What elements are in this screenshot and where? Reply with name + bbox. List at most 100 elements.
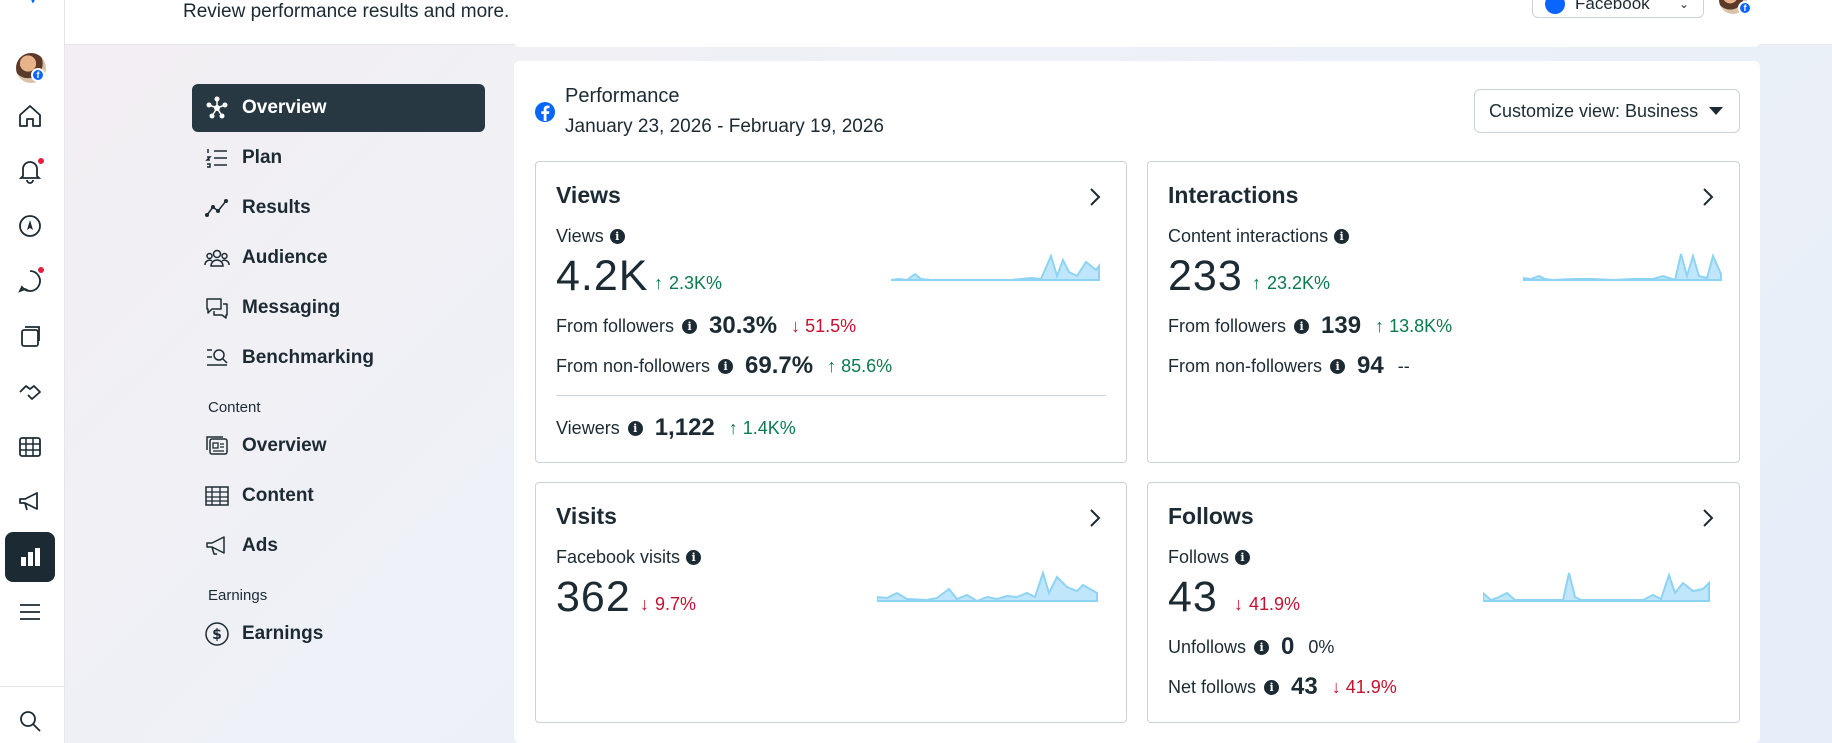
inbox-dot: [37, 266, 45, 274]
caret-down-icon: [1709, 107, 1723, 115]
content-overview-icon: [206, 436, 228, 455]
nav-item-label: Messaging: [242, 297, 341, 318]
customize-view-label: Customize view: Business: [1489, 100, 1699, 121]
chevron-right-icon[interactable]: [1701, 186, 1715, 208]
row-value: 69.7%: [745, 352, 814, 379]
info-icon[interactable]: i: [1294, 318, 1310, 334]
visits-sparkline: [877, 569, 1098, 603]
account-select-dropdown[interactable]: Facebook ⌄: [1532, 0, 1704, 18]
nav-item-messaging[interactable]: Messaging: [192, 284, 485, 332]
info-icon[interactable]: i: [1254, 639, 1270, 655]
row-delta-text: 85.6%: [841, 355, 893, 376]
nav-item-benchmarking[interactable]: Benchmarking: [192, 334, 485, 382]
visits-card[interactable]: Visits Facebook visits i 362 ↓ 9.7%: [535, 482, 1127, 723]
info-icon[interactable]: i: [1334, 229, 1350, 244]
meta-logo-icon[interactable]: [12, 0, 54, 12]
search-icon[interactable]: [14, 705, 46, 737]
nav-item-label: Audience: [242, 247, 328, 268]
info-icon[interactable]: i: [627, 420, 643, 436]
account-select-label: Facebook: [1575, 0, 1650, 13]
arrow-up-icon: ↑: [827, 355, 837, 376]
info-icon[interactable]: i: [1235, 550, 1251, 565]
views-card[interactable]: Views Views i 4.2K ↑ 2.3K% From follower…: [535, 161, 1127, 463]
facebook-icon: [1545, 0, 1565, 14]
nav-item-label: Earnings: [242, 623, 324, 644]
row-label: Net follows: [1168, 676, 1257, 697]
notifications-bell-icon[interactable]: [14, 155, 46, 187]
metric-value: 362: [556, 573, 631, 621]
metric-label: Views i: [556, 226, 625, 247]
info-icon[interactable]: i: [718, 358, 734, 374]
arrow-down-icon: ↓: [1234, 594, 1243, 614]
metric-label-text: Follows: [1168, 547, 1230, 567]
svg-text:$: $: [212, 627, 222, 643]
follows-card[interactable]: Follows Follows i 43 ↓ 41.9% Unfollows i…: [1147, 482, 1740, 723]
card-title: Follows: [1168, 503, 1254, 529]
chevron-right-icon[interactable]: [1088, 507, 1102, 529]
nav-item-audience[interactable]: Audience: [192, 234, 485, 282]
row-value: 30.3%: [709, 312, 778, 339]
nav-item-results[interactable]: Results: [192, 184, 485, 232]
nav-item-earnings[interactable]: $ Earnings: [192, 610, 485, 658]
messaging-icon: [206, 298, 228, 319]
card-title: Interactions: [1168, 182, 1299, 208]
nav-item-plan[interactable]: Plan: [192, 134, 485, 182]
metric-delta-text: 23.2K%: [1267, 273, 1331, 293]
panel-top-strip: [514, 38, 1760, 47]
customize-view-dropdown[interactable]: Customize view: Business: [1474, 89, 1740, 133]
info-icon[interactable]: i: [682, 318, 698, 334]
chevron-right-icon[interactable]: [1088, 186, 1102, 208]
facebook-badge-icon: f: [31, 68, 45, 82]
inbox-chat-icon[interactable]: [14, 265, 46, 297]
interactions-card[interactable]: Interactions Content interactions i 233 …: [1147, 161, 1740, 463]
home-icon[interactable]: [14, 100, 46, 132]
partnerships-handshake-icon[interactable]: [14, 376, 46, 408]
metric-delta: ↑ 23.2K%: [1252, 273, 1330, 294]
date-range: January 23, 2026 - February 19, 2026: [565, 116, 884, 137]
metric-value: 4.2K: [556, 252, 649, 300]
row-value: 1,122: [654, 414, 715, 441]
metric-delta: ↓ 9.7%: [640, 594, 696, 615]
ads-megaphone-icon[interactable]: [14, 486, 46, 518]
nav-item-content[interactable]: Content: [192, 472, 485, 520]
row-delta: ↓ 51.5%: [791, 316, 856, 337]
chevron-right-icon[interactable]: [1701, 507, 1715, 529]
benchmarking-icon: [207, 349, 228, 366]
from-followers-row: From followers i 139 ↑ 13.8K%: [1168, 312, 1452, 340]
info-icon[interactable]: i: [1264, 679, 1280, 695]
metric-delta-text: 2.3K%: [669, 273, 723, 293]
insights-bar-chart-icon[interactable]: [5, 532, 55, 582]
nav-item-ads[interactable]: Ads: [192, 522, 485, 570]
row-value: 43: [1291, 673, 1318, 700]
performance-panel: Performance January 23, 2026 - February …: [514, 61, 1760, 743]
compass-icon[interactable]: [14, 210, 46, 242]
info-icon[interactable]: i: [609, 229, 625, 244]
top-header: Review performance results and more. Fac…: [65, 0, 1832, 45]
metric-label-text: Facebook visits: [556, 547, 681, 567]
nav-item-label: Results: [242, 197, 311, 218]
info-icon[interactable]: i: [686, 550, 702, 565]
arrow-down-icon: ↓: [791, 315, 801, 336]
dollar-icon: $: [205, 622, 229, 646]
info-icon[interactable]: i: [1330, 358, 1346, 374]
nav-item-content-overview[interactable]: Overview: [192, 422, 485, 470]
row-delta-text: 51.5%: [805, 315, 857, 336]
metric-label: Facebook visits i: [556, 547, 702, 568]
content-library-icon[interactable]: [14, 321, 46, 353]
row-delta-text: 1.4K%: [742, 417, 796, 438]
menu-hamburger-icon[interactable]: [14, 596, 46, 628]
planner-table-icon[interactable]: [14, 431, 46, 463]
nav-item-overview[interactable]: Overview: [192, 84, 485, 132]
row-label: From non-followers: [1168, 355, 1323, 376]
metric-delta-text: 9.7%: [655, 594, 697, 614]
metric-delta-text: 41.9%: [1249, 594, 1301, 614]
nav-item-label: Content: [242, 485, 314, 506]
nav-item-label: Benchmarking: [242, 347, 374, 368]
card-title: Views: [556, 182, 621, 208]
views-sparkline: [891, 253, 1100, 282]
facebook-icon: [535, 102, 555, 122]
arrow-down-icon: ↓: [640, 594, 649, 614]
unfollows-row: Unfollows i 0 0%: [1168, 633, 1334, 661]
viewers-row: Viewers i 1,122 ↑ 1.4K%: [556, 414, 796, 442]
metric-value: 43: [1168, 573, 1218, 621]
